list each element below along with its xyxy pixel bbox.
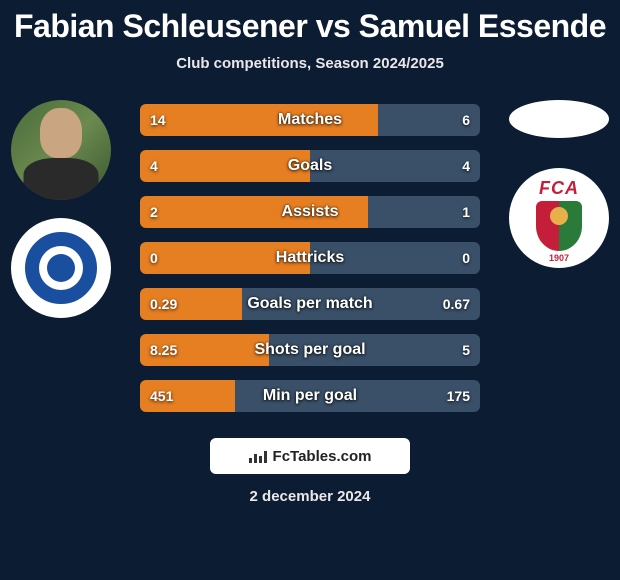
- stat-label: Matches: [278, 111, 342, 129]
- stat-row: 8.25 5 Shots per goal: [140, 334, 480, 366]
- brand-badge[interactable]: FcTables.com: [210, 438, 410, 474]
- chart-icon: [249, 449, 267, 463]
- stat-value-left: 8.25: [150, 342, 177, 358]
- bar-right-segment: [310, 150, 480, 182]
- left-player-photo: [11, 100, 111, 200]
- stat-value-right: 5: [462, 342, 470, 358]
- stat-label: Goals per match: [247, 295, 372, 313]
- right-player-column: FCA 1907: [504, 100, 614, 268]
- stat-row: 451 175 Min per goal: [140, 380, 480, 412]
- fca-shield-icon: [536, 201, 582, 251]
- left-player-column: [6, 100, 116, 318]
- stat-value-left: 0: [150, 250, 158, 266]
- stats-bars: 14 6 Matches 4 4 Goals 2 1 Assists 0 0 Hattricks 0.2…: [140, 100, 480, 412]
- stat-value-left: 0.29: [150, 296, 177, 312]
- page-title: Fabian Schleusener vs Samuel Essende: [0, 0, 620, 45]
- stat-label: Goals: [288, 157, 332, 175]
- stat-value-right: 4: [462, 158, 470, 174]
- stat-value-left: 14: [150, 112, 166, 128]
- brand-text: FcTables.com: [273, 448, 372, 465]
- stat-row: 4 4 Goals: [140, 150, 480, 182]
- stat-row: 0 0 Hattricks: [140, 242, 480, 274]
- stat-label: Hattricks: [276, 249, 344, 267]
- right-club-logo: FCA 1907: [509, 168, 609, 268]
- stat-row: 14 6 Matches: [140, 104, 480, 136]
- stat-label: Shots per goal: [254, 341, 365, 359]
- stat-value-right: 175: [447, 388, 470, 404]
- stat-value-right: 0.67: [443, 296, 470, 312]
- stat-label: Min per goal: [263, 387, 357, 405]
- fca-year: 1907: [549, 253, 569, 263]
- stat-value-right: 0: [462, 250, 470, 266]
- stat-row: 2 1 Assists: [140, 196, 480, 228]
- footer-date: 2 december 2024: [0, 488, 620, 505]
- left-club-logo: [11, 218, 111, 318]
- stat-value-left: 2: [150, 204, 158, 220]
- subtitle: Club competitions, Season 2024/2025: [0, 55, 620, 72]
- stat-value-right: 1: [462, 204, 470, 220]
- right-player-photo: [509, 100, 609, 138]
- stat-label: Assists: [282, 203, 339, 221]
- bar-left-segment: [140, 150, 310, 182]
- fca-text: FCA: [539, 178, 579, 199]
- bar-left-segment: [140, 104, 378, 136]
- stat-row: 0.29 0.67 Goals per match: [140, 288, 480, 320]
- stat-value-right: 6: [462, 112, 470, 128]
- stat-value-left: 4: [150, 158, 158, 174]
- comparison-area: FCA 1907 14 6 Matches 4 4 Goals 2 1 Assists 0 0 Hat…: [0, 100, 620, 420]
- stat-value-left: 451: [150, 388, 173, 404]
